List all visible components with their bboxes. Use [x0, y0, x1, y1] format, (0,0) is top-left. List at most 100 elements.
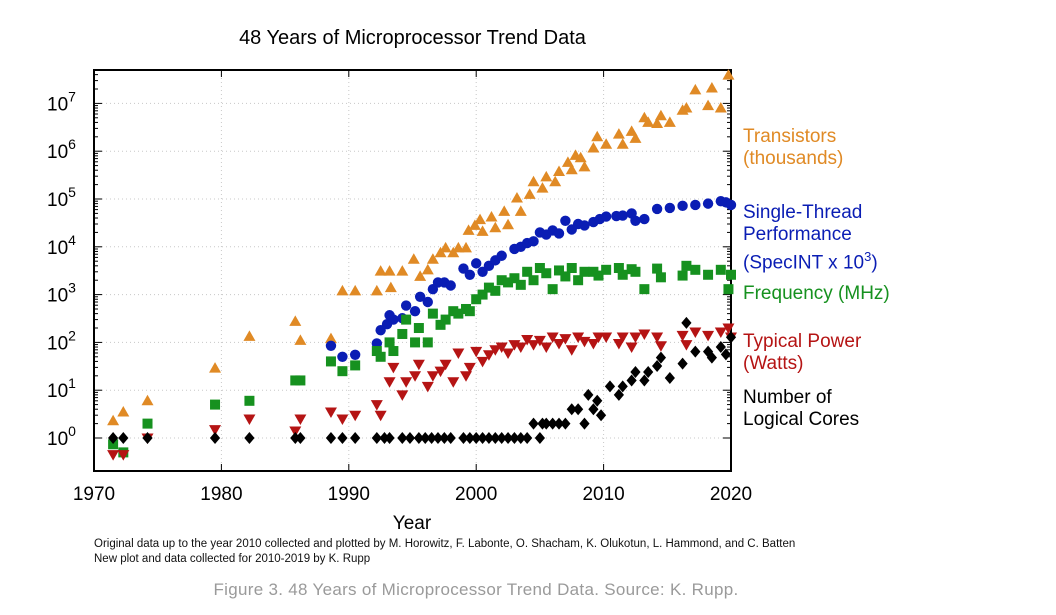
- point-square: [593, 270, 604, 281]
- point-triangle-down: [600, 332, 613, 343]
- point-diamond: [725, 331, 737, 344]
- point-square: [547, 284, 558, 295]
- point-triangle-up: [476, 225, 489, 236]
- y-tick-exponent: 5: [68, 184, 76, 200]
- point-circle: [528, 236, 539, 247]
- point-circle: [388, 314, 399, 325]
- point-diamond: [528, 417, 539, 430]
- point-square: [295, 375, 306, 386]
- point-triangle-up: [414, 270, 427, 281]
- legend-entry-cores: Number of Logical Cores: [743, 365, 859, 431]
- y-tick-exponent: 2: [68, 327, 76, 343]
- point-square: [723, 284, 734, 295]
- point-triangle-up: [498, 205, 511, 216]
- point-circle: [651, 203, 663, 215]
- legend-entry-frequency: Frequency (MHz): [743, 261, 890, 305]
- y-tick-base: 10: [47, 142, 68, 163]
- point-square: [244, 395, 255, 406]
- point-triangle-up: [336, 284, 349, 296]
- point-triangle-up: [370, 284, 383, 296]
- point-triangle-down: [294, 414, 307, 425]
- figure-caption: Figure 3. 48 Years of Microprocessor Tre…: [213, 580, 739, 599]
- point-triangle-up: [502, 218, 515, 230]
- point-square: [440, 314, 451, 325]
- point-triangle-up: [705, 81, 718, 93]
- point-diamond: [560, 417, 571, 430]
- point-circle: [690, 199, 701, 211]
- point-diamond: [583, 388, 594, 401]
- point-triangle-down: [651, 332, 664, 343]
- point-triangle-up: [294, 334, 307, 345]
- point-diamond: [655, 351, 667, 364]
- point-circle: [409, 305, 421, 317]
- point-triangle-down: [680, 340, 693, 351]
- y-tick-label: 107: [47, 88, 76, 115]
- y-tick-label: 106: [47, 136, 76, 163]
- point-diamond: [515, 432, 526, 444]
- y-tick-label: 103: [47, 280, 76, 307]
- point-circle: [630, 215, 641, 226]
- point-triangle-up: [663, 116, 676, 127]
- point-triangle-down: [572, 332, 585, 343]
- point-diamond: [715, 341, 726, 354]
- y-tick-exponent: 1: [68, 375, 76, 391]
- point-diamond: [108, 432, 119, 444]
- point-square: [422, 337, 433, 348]
- point-square: [371, 346, 382, 357]
- point-triangle-up: [600, 138, 613, 149]
- point-circle: [496, 250, 507, 261]
- point-triangle-up: [324, 332, 337, 344]
- point-circle: [579, 220, 590, 231]
- point-circle: [677, 200, 688, 212]
- point-triangle-down: [638, 329, 651, 340]
- point-triangle-down: [592, 332, 605, 343]
- axes: 1970 1980 1990 2000 2010 20201001011021031041…: [47, 69, 752, 505]
- point-square: [579, 266, 590, 277]
- point-diamond: [496, 432, 507, 444]
- point-diamond: [477, 432, 488, 444]
- y-tick-label: 105: [47, 184, 76, 211]
- point-triangle-down: [289, 426, 302, 438]
- point-diamond: [209, 432, 221, 444]
- point-diamond: [541, 417, 552, 430]
- point-triangle-up: [514, 205, 527, 216]
- point-triangle-down: [612, 338, 625, 350]
- point-diamond: [702, 345, 714, 358]
- point-triangle-down: [349, 410, 362, 422]
- point-triangle-down: [521, 334, 534, 346]
- point-square: [617, 269, 628, 280]
- x-tick-label: 2010: [582, 484, 624, 505]
- point-diamond: [522, 432, 533, 444]
- point-triangle-up: [587, 141, 600, 153]
- point-square: [471, 294, 482, 305]
- point-triangle-down: [578, 336, 591, 348]
- point-triangle-up: [384, 281, 397, 293]
- point-triangle-down: [654, 341, 667, 352]
- point-square: [401, 314, 412, 325]
- point-triangle-up: [612, 128, 625, 139]
- point-circle: [422, 296, 433, 308]
- point-square: [350, 360, 361, 371]
- point-diamond: [404, 432, 416, 444]
- point-square: [588, 266, 599, 277]
- point-diamond: [509, 432, 520, 444]
- point-square: [703, 269, 714, 280]
- point-triangle-down: [426, 371, 439, 382]
- point-triangle-up: [462, 224, 475, 235]
- point-square: [677, 270, 688, 281]
- point-diamond: [664, 371, 675, 384]
- point-triangle-down: [400, 377, 413, 388]
- point-square: [652, 263, 663, 274]
- point-diamond: [643, 366, 654, 379]
- point-triangle-down: [514, 342, 527, 354]
- point-circle: [664, 202, 676, 214]
- point-circle: [600, 211, 612, 222]
- point-diamond: [613, 388, 624, 401]
- x-axis-label: Year: [392, 513, 432, 534]
- credit-line-2: New plot and data collected for 2010-201…: [94, 553, 371, 565]
- y-tick-label: 100: [47, 423, 76, 450]
- legend-label-superscript: 3: [864, 249, 872, 264]
- point-diamond: [337, 432, 348, 444]
- point-diamond: [371, 432, 382, 444]
- point-triangle-down: [629, 332, 642, 343]
